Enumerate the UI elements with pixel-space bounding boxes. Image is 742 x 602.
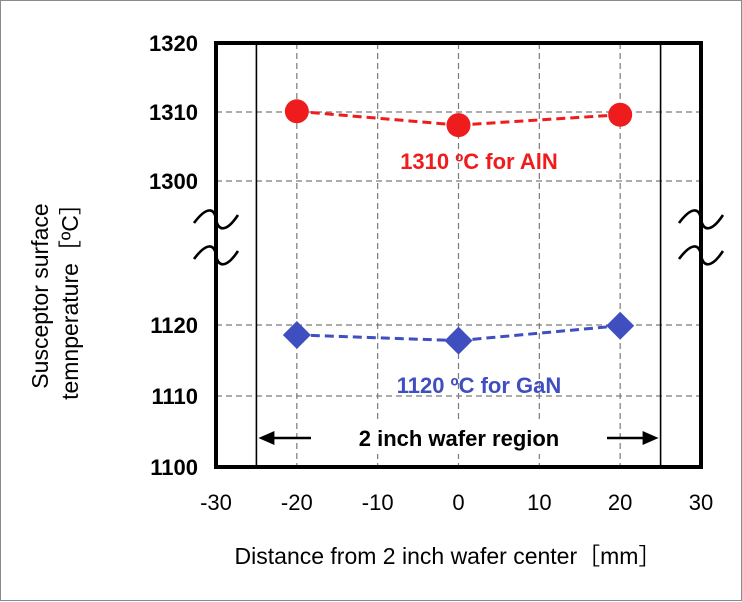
x-tick-label: 0 (452, 490, 464, 515)
x-tick-label: 30 (689, 490, 713, 515)
series-0-point (284, 99, 309, 124)
x-tick-label: -20 (281, 490, 313, 515)
y-tick-label: 1120 (150, 313, 198, 338)
y-tick-label: 1100 (150, 455, 198, 480)
series-0-segment (458, 113, 621, 127)
aln-annotation: 1310 ºC for AlN (400, 149, 558, 174)
y-axis-label-line1: Susceptor surface (27, 203, 53, 388)
wafer-region-indicator: 2 inch wafer region (258, 422, 659, 454)
series-1-point (444, 326, 473, 355)
series-1-segment (296, 333, 459, 343)
x-tick-label: 20 (608, 490, 632, 515)
series-0-point (608, 102, 633, 127)
region-arrowhead-left (258, 431, 275, 445)
region-label: 2 inch wafer region (359, 426, 560, 451)
plot-area-border (214, 41, 703, 469)
series-lines (296, 109, 621, 343)
y-tick-label: 1110 (151, 384, 198, 409)
y-axis-label-line2: temnperature［ºC］ (57, 192, 83, 400)
series-1-point (282, 320, 311, 349)
x-axis-label: Distance from 2 inch wafer center［mm］ (235, 543, 662, 569)
gan-annotation: 1120 ºC for GaN (397, 373, 562, 398)
series-0-point (446, 113, 471, 138)
y-tick-label: 1320 (149, 31, 198, 56)
x-tick-labels: -30 -20 -10 0 10 20 30 (200, 490, 713, 515)
region-arrowhead-right (642, 431, 659, 445)
wafer-region-lines (255, 43, 662, 467)
y-tick-label: 1300 (149, 169, 198, 194)
data-markers (282, 99, 635, 355)
x-tick-label: 10 (527, 490, 551, 515)
y-tick-label: 1310 (149, 100, 198, 125)
x-tick-label: -10 (362, 490, 394, 515)
y-tick-labels: 1100 1110 1120 1300 1310 1320 (149, 31, 198, 480)
series-1-point (606, 311, 635, 340)
x-tick-label: -30 (200, 490, 232, 515)
